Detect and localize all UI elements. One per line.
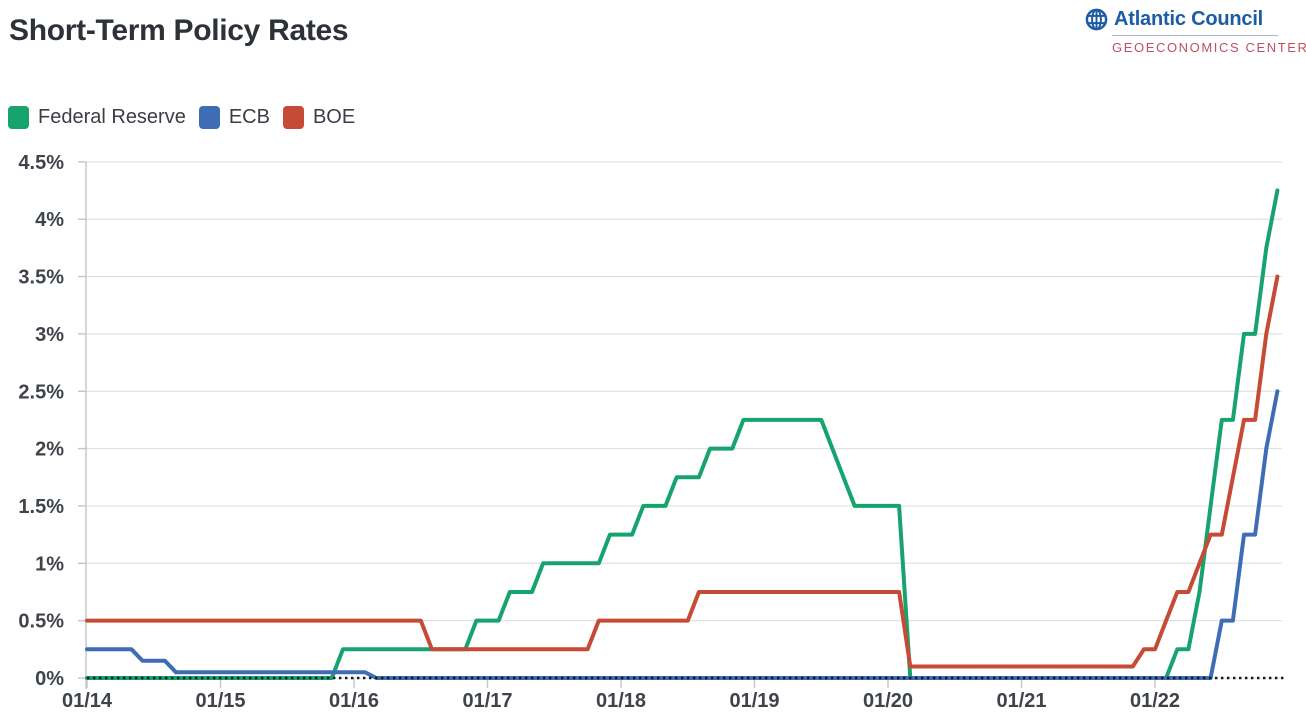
- logo-subtitle: GEOECONOMICS CENTER: [1112, 40, 1306, 55]
- x-tick-label: 01/14: [62, 690, 113, 712]
- legend-label: Federal Reserve: [38, 106, 186, 128]
- page-title: Short-Term Policy Rates: [9, 14, 349, 47]
- ecb-swatch: [198, 106, 220, 129]
- logo-name: Atlantic Council: [1114, 8, 1264, 30]
- x-tick-label: 01/21: [996, 690, 1046, 712]
- x-tick-label: 01/18: [596, 690, 646, 712]
- chart-legend: Federal Reserve ECB BOE: [8, 106, 368, 129]
- federal-reserve-swatch: [8, 106, 29, 129]
- boe-swatch: [282, 106, 304, 129]
- y-tick-label: 4.5%: [18, 152, 64, 174]
- y-tick-label: 2.5%: [18, 381, 64, 403]
- atlantic-council-logo: Atlantic Council GEOECONOMICS CENTER: [1085, 8, 1306, 55]
- x-tick-label: 01/22: [1130, 690, 1180, 712]
- y-tick-label: 3.5%: [18, 267, 64, 289]
- boe-line: [85, 274, 1280, 669]
- legend-item-boe: BOE: [282, 106, 356, 129]
- y-tick-label: 3%: [35, 324, 64, 346]
- x-tick-label: 01/20: [863, 690, 913, 712]
- x-tick-label: 01/19: [729, 690, 779, 712]
- legend-item-ecb: ECB: [198, 106, 270, 129]
- y-tick-label: 0.5%: [18, 611, 64, 633]
- globe-icon: [1085, 8, 1108, 31]
- y-tick-label: 1.5%: [18, 496, 64, 518]
- x-tick-label: 01/17: [462, 690, 512, 712]
- y-tick-label: 0%: [35, 668, 64, 690]
- ecb-line: [85, 389, 1280, 680]
- legend-label: ECB: [228, 106, 270, 128]
- legend-label: BOE: [312, 106, 356, 128]
- legend-item-federal-reserve: Federal Reserve: [8, 106, 186, 129]
- x-tick-label: 01/15: [195, 690, 245, 712]
- y-tick-label: 4%: [35, 209, 64, 231]
- x-tick-label: 01/16: [329, 690, 379, 712]
- logo-name-row: Atlantic Council: [1085, 8, 1297, 31]
- logo-divider: [1112, 35, 1278, 36]
- y-tick-label: 1%: [35, 553, 64, 575]
- y-tick-label: 2%: [35, 439, 64, 461]
- federal-reserve-line: [85, 188, 1280, 680]
